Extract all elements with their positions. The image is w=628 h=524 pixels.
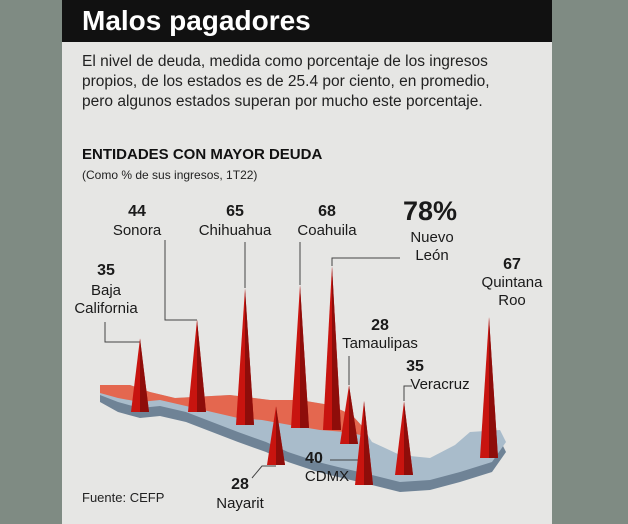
- spike-shade: [276, 406, 285, 465]
- source: Fuente: CEFP: [82, 490, 165, 505]
- value-label: 67: [503, 256, 521, 273]
- value-label: 28: [371, 317, 389, 334]
- state-label: Baja California: [74, 282, 138, 317]
- leader-line: [104, 322, 140, 343]
- state-label: Coahuila: [297, 222, 357, 239]
- spike-shade: [349, 385, 358, 444]
- title: Malos pagadores: [82, 5, 311, 36]
- state-label: Quintana Roo: [481, 274, 543, 309]
- state-label: CDMX: [304, 468, 350, 485]
- state-label: Tamaulipas: [342, 335, 418, 352]
- spike-shade: [245, 288, 254, 425]
- spike-shade: [364, 401, 373, 485]
- value-label: 40: [305, 450, 323, 467]
- leader-line: [164, 240, 197, 321]
- state-label: Veracruz: [410, 376, 470, 393]
- spike-shade: [489, 317, 498, 458]
- value-label: 65: [226, 203, 244, 220]
- spike-shade: [140, 338, 149, 412]
- value-label: 68: [318, 203, 336, 220]
- value-label: 44: [128, 203, 146, 220]
- leader-line: [403, 385, 412, 401]
- spike-shade: [332, 266, 341, 430]
- spike-shade: [197, 319, 206, 412]
- leader-line: [251, 465, 276, 479]
- value-label: 35: [97, 262, 115, 279]
- leader-line: [331, 257, 400, 266]
- value-label: 35: [406, 358, 424, 375]
- state-label: Nayarit: [216, 495, 264, 512]
- state-label: Sonora: [112, 222, 162, 239]
- spike-shade: [300, 285, 309, 428]
- chart-title: ENTIDADES CON MAYOR DEUDA: [82, 146, 323, 163]
- header-bar: [62, 0, 552, 42]
- value-label: 28: [231, 476, 249, 493]
- state-label: Chihuahua: [198, 222, 272, 239]
- description: El nivel de deuda, medida como porcentaj…: [82, 53, 490, 110]
- state-label: Nuevo León: [410, 229, 454, 264]
- value-label: 78%: [402, 196, 458, 226]
- spike-shade: [404, 401, 413, 475]
- chart-subtitle: (Como % de sus ingresos, 1T22): [82, 168, 258, 182]
